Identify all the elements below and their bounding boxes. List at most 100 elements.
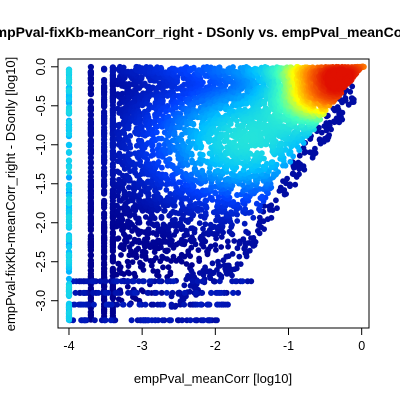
data-point (223, 253, 230, 260)
data-point (170, 278, 177, 285)
data-point (323, 120, 330, 126)
data-point (192, 317, 199, 324)
data-point (65, 257, 73, 264)
data-point (115, 260, 122, 267)
data-point (114, 202, 120, 209)
data-point (216, 278, 223, 285)
data-point (87, 91, 94, 98)
data-point (114, 301, 121, 308)
data-point (109, 229, 116, 236)
data-point (160, 264, 166, 271)
data-point (181, 282, 188, 289)
data-point (159, 253, 166, 260)
data-point (65, 291, 73, 298)
data-point (115, 296, 122, 302)
data-point (113, 289, 120, 296)
data-point (173, 228, 180, 235)
data-point (189, 157, 195, 164)
data-point (135, 245, 142, 252)
data-point (183, 64, 190, 70)
data-point (208, 289, 215, 296)
data-point (196, 200, 203, 206)
data-point (218, 301, 225, 308)
data-point (109, 253, 116, 260)
points-layer (65, 63, 367, 324)
data-point (250, 214, 257, 221)
data-point (232, 278, 239, 285)
data-point (273, 197, 279, 204)
data-point (214, 231, 220, 237)
data-point (108, 301, 115, 308)
data-point (163, 187, 170, 193)
data-point (158, 66, 165, 72)
data-point (224, 133, 231, 140)
data-point (87, 164, 94, 171)
data-point (65, 149, 73, 156)
data-point (184, 195, 190, 202)
data-point (125, 184, 132, 191)
data-point (167, 191, 174, 197)
data-point (102, 317, 109, 324)
data-point (349, 83, 356, 90)
data-point (150, 84, 156, 91)
data-point (218, 244, 225, 250)
data-point (65, 309, 73, 316)
data-point (65, 124, 73, 131)
data-point (281, 187, 288, 193)
data-point (65, 182, 73, 189)
data-point (87, 251, 94, 258)
data-point (128, 317, 135, 324)
data-point (160, 221, 167, 228)
data-point (158, 135, 165, 142)
data-point (256, 230, 263, 237)
data-point (269, 207, 276, 214)
data-point (153, 289, 160, 296)
data-point (71, 301, 78, 308)
data-point (124, 283, 131, 290)
data-point (118, 278, 125, 285)
data-point (65, 119, 73, 126)
data-point (101, 103, 108, 110)
data-point (138, 188, 145, 195)
data-point (203, 268, 210, 275)
data-point (65, 200, 73, 207)
data-point (274, 205, 280, 212)
data-point (109, 161, 116, 168)
data-point (130, 278, 137, 285)
data-point (101, 76, 108, 84)
data-point (229, 251, 236, 257)
data-point (87, 257, 94, 264)
data-point (256, 214, 263, 221)
data-point (133, 161, 139, 168)
data-point (166, 156, 173, 163)
data-point (189, 262, 195, 268)
data-point (101, 187, 108, 194)
data-point (230, 199, 237, 205)
data-point (65, 77, 73, 84)
data-point (189, 234, 195, 241)
data-point (234, 192, 240, 198)
data-point (300, 145, 307, 151)
data-point (156, 237, 163, 244)
data-point (154, 221, 160, 228)
data-point (173, 104, 180, 111)
data-point (132, 289, 138, 296)
data-point (347, 88, 354, 95)
data-point (65, 169, 73, 176)
data-point (190, 64, 197, 71)
data-point (101, 219, 108, 226)
data-point (193, 289, 199, 296)
data-point (175, 289, 182, 296)
data-point (226, 270, 232, 276)
data-point (170, 253, 177, 260)
data-point (65, 141, 73, 148)
data-point (182, 170, 189, 177)
data-point (189, 225, 196, 232)
data-point (84, 278, 91, 285)
data-point (150, 230, 157, 236)
data-point (138, 287, 145, 293)
data-point (154, 268, 161, 275)
data-point (243, 253, 250, 260)
data-point (338, 98, 345, 104)
data-point (101, 136, 108, 143)
